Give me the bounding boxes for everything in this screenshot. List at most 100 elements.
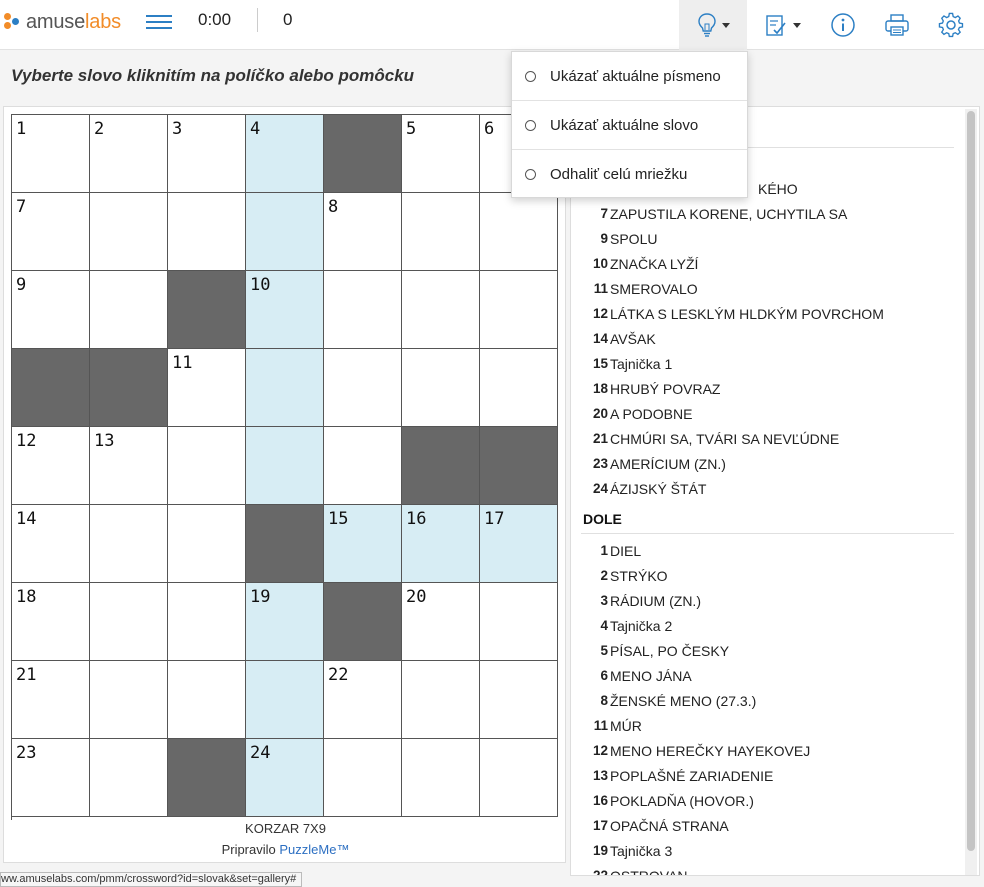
- grid-cell[interactable]: [246, 193, 324, 271]
- grid-cell[interactable]: [90, 505, 168, 583]
- grid-cell[interactable]: [168, 583, 246, 661]
- grid-cell[interactable]: 24: [246, 739, 324, 817]
- grid-cell[interactable]: [246, 349, 324, 427]
- clue-item[interactable]: 21 CHMÚRI SA, TVÁRI SA NEVĽÚDNE: [592, 430, 840, 447]
- grid-cell[interactable]: 1: [12, 115, 90, 193]
- clue-item[interactable]: 8 ŽENSKÉ MENO (27.3.): [600, 692, 757, 709]
- grid-cell[interactable]: 5: [402, 115, 480, 193]
- clue-item[interactable]: 13 POPLAŠNÉ ZARIADENIE: [592, 767, 774, 784]
- logo-text: amuselabs: [26, 10, 121, 33]
- grid-cell[interactable]: 4: [246, 115, 324, 193]
- grid-cell[interactable]: 22: [324, 661, 402, 739]
- clue-item[interactable]: 17 OPAČNÁ STRANA: [592, 817, 729, 834]
- puzzleme-link[interactable]: PuzzleMe™: [279, 842, 350, 857]
- clue-item[interactable]: 20 A PODOBNE: [592, 405, 693, 422]
- puzzle-title: KORZAR 7X9: [245, 821, 326, 836]
- grid-cell[interactable]: [480, 349, 558, 427]
- grid-cell[interactable]: 12: [12, 427, 90, 505]
- grid-cell[interactable]: 21: [12, 661, 90, 739]
- grid-cell[interactable]: 17: [480, 505, 558, 583]
- check-button[interactable]: [757, 0, 807, 50]
- grid-cell[interactable]: [168, 427, 246, 505]
- clue-item[interactable]: 24 ÁZIJSKÝ ŠTÁT: [592, 480, 707, 497]
- amuselabs-logo[interactable]: amuselabs: [4, 10, 121, 34]
- grid-cell[interactable]: 19: [246, 583, 324, 661]
- reveal-grid-option[interactable]: Odhaliť celú mriežku: [512, 150, 747, 199]
- grid-cell[interactable]: 11: [168, 349, 246, 427]
- clue-item[interactable]: 14 AVŠAK: [592, 330, 656, 347]
- grid-cell[interactable]: [480, 661, 558, 739]
- grid-cell[interactable]: [324, 271, 402, 349]
- grid-cell[interactable]: 9: [12, 271, 90, 349]
- clue-item[interactable]: 12 LÁTKA S LESKLÝM HLDKÝM POVRCHOM: [592, 305, 884, 322]
- grid-cell[interactable]: [168, 505, 246, 583]
- grid-cell[interactable]: [402, 271, 480, 349]
- cell-number: 16: [406, 509, 427, 529]
- grid-cell[interactable]: 3: [168, 115, 246, 193]
- clue-item[interactable]: 12 MENO HEREČKY HAYEKOVEJ: [592, 742, 811, 759]
- grid-cell[interactable]: [480, 193, 558, 271]
- grid-cell[interactable]: [402, 661, 480, 739]
- grid-cell[interactable]: [90, 193, 168, 271]
- menu-icon[interactable]: [146, 11, 172, 33]
- grid-cell[interactable]: [480, 583, 558, 661]
- grid-cell[interactable]: [90, 739, 168, 817]
- settings-button[interactable]: [934, 0, 968, 50]
- cell-number: 14: [16, 509, 37, 529]
- grid-cell[interactable]: [246, 661, 324, 739]
- clue-item[interactable]: 5 PÍSAL, PO ČESKY: [600, 642, 730, 659]
- grid-cell[interactable]: 14: [12, 505, 90, 583]
- grid-cell[interactable]: 13: [90, 427, 168, 505]
- grid-cell-black: [168, 271, 246, 349]
- grid-cell[interactable]: 15: [324, 505, 402, 583]
- clue-item[interactable]: 19 Tajnička 3: [592, 842, 673, 859]
- print-icon: [885, 14, 909, 36]
- grid-cell[interactable]: [324, 349, 402, 427]
- reveal-letter-option[interactable]: Ukázať aktuálne písmeno: [512, 52, 747, 101]
- hint-button[interactable]: [679, 0, 747, 50]
- grid-cell[interactable]: [90, 271, 168, 349]
- grid-cell[interactable]: [168, 193, 246, 271]
- grid-cell[interactable]: 7: [12, 193, 90, 271]
- clue-item[interactable]: 1 DIEL: [600, 542, 642, 559]
- grid-cell[interactable]: [480, 739, 558, 817]
- reveal-word-option[interactable]: Ukázať aktuálne slovo: [512, 101, 747, 150]
- clue-item[interactable]: 9 SPOLU: [600, 230, 658, 247]
- grid-cell[interactable]: [402, 739, 480, 817]
- clue-item[interactable]: KÉHO: [758, 180, 798, 197]
- clue-item[interactable]: 16 POKLADŇA (HOVOR.): [592, 792, 754, 809]
- grid-cell[interactable]: 20: [402, 583, 480, 661]
- grid-cell[interactable]: [246, 427, 324, 505]
- grid-cell[interactable]: [402, 349, 480, 427]
- grid-cell[interactable]: [324, 427, 402, 505]
- print-button[interactable]: [880, 0, 914, 50]
- grid-cell[interactable]: 2: [90, 115, 168, 193]
- grid-cell[interactable]: 16: [402, 505, 480, 583]
- grid-cell[interactable]: 10: [246, 271, 324, 349]
- clue-scrollbar[interactable]: [965, 109, 977, 875]
- clue-item[interactable]: 18 HRUBÝ POVRAZ: [592, 380, 721, 397]
- grid-cell[interactable]: [168, 661, 246, 739]
- clue-item[interactable]: 3 RÁDIUM (ZN.): [600, 592, 701, 609]
- info-button[interactable]: [826, 0, 860, 50]
- clue-item[interactable]: 7 ZAPUSTILA KORENE, UCHYTILA SA: [600, 205, 848, 222]
- grid-cell[interactable]: [480, 271, 558, 349]
- clue-item[interactable]: 6 MENO JÁNA: [600, 667, 692, 684]
- grid-cell-black: [324, 115, 402, 193]
- grid-cell[interactable]: [402, 193, 480, 271]
- clue-item[interactable]: 23 AMERÍCIUM (ZN.): [592, 455, 726, 472]
- grid-cell[interactable]: 8: [324, 193, 402, 271]
- clue-item[interactable]: 15 Tajnička 1: [592, 355, 673, 372]
- settings-gear-icon: [938, 12, 964, 38]
- grid-cell[interactable]: 23: [12, 739, 90, 817]
- clue-item[interactable]: 11 MÚR: [593, 717, 642, 734]
- clue-item[interactable]: 4 Tajnička 2: [600, 617, 673, 634]
- clue-item[interactable]: 2 STRÝKO: [600, 567, 668, 584]
- clue-item[interactable]: 22 OSTROVAN: [592, 867, 688, 876]
- grid-cell[interactable]: 18: [12, 583, 90, 661]
- grid-cell[interactable]: [90, 661, 168, 739]
- grid-cell[interactable]: [324, 739, 402, 817]
- clue-item[interactable]: 11 SMEROVALO: [593, 280, 698, 297]
- grid-cell[interactable]: [90, 583, 168, 661]
- clue-item[interactable]: 10 ZNAČKA LYŽÍ: [592, 255, 699, 272]
